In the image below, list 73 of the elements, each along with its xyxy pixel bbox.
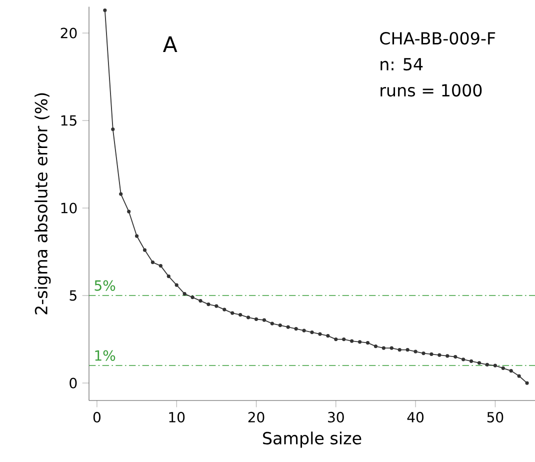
y-tick-label: 5 — [70, 290, 76, 301]
x-tick-label: 10 — [169, 412, 185, 422]
point — [222, 308, 226, 312]
point — [454, 354, 458, 359]
point — [270, 322, 274, 326]
point — [493, 364, 497, 368]
annotation: runs = 1000 — [380, 84, 482, 97]
point — [422, 351, 426, 356]
point — [326, 334, 330, 338]
x-tick-label: 50 — [487, 412, 504, 422]
point — [517, 374, 521, 378]
point — [374, 344, 378, 348]
x-tick-label: 20 — [248, 412, 264, 422]
x-axis-title: Sample size — [263, 432, 362, 448]
point — [414, 350, 418, 354]
y-tick-label: 0 — [70, 378, 77, 388]
point — [485, 362, 490, 366]
point — [334, 337, 338, 342]
point — [462, 358, 466, 362]
point — [318, 332, 322, 336]
point — [230, 311, 234, 315]
point — [150, 260, 155, 264]
point — [166, 274, 170, 278]
ref-line-label: 5% — [94, 280, 116, 291]
y-tick-label: 15 — [61, 115, 76, 126]
point — [286, 325, 290, 329]
point — [294, 326, 298, 331]
annotation: CHA-BB-009-F — [380, 32, 496, 45]
point — [342, 337, 346, 342]
point — [302, 328, 306, 332]
point — [525, 381, 529, 385]
point — [382, 346, 386, 350]
point — [430, 352, 434, 356]
x-tick-label: 40 — [407, 412, 424, 422]
x-tick-label: 0 — [93, 412, 100, 422]
point — [246, 316, 250, 320]
point — [119, 192, 123, 196]
point — [134, 234, 139, 238]
point — [469, 359, 474, 363]
point — [103, 8, 107, 12]
point — [350, 339, 354, 343]
point — [390, 346, 394, 350]
point — [358, 340, 362, 344]
point — [127, 210, 131, 214]
point — [206, 302, 210, 306]
ref-line-label: 1% — [95, 350, 116, 361]
y-axis-title: 2-sigma absolute error (%) — [34, 93, 51, 314]
point — [501, 366, 505, 370]
x-tick-label: 30 — [328, 412, 344, 422]
point — [406, 348, 410, 352]
point — [174, 283, 178, 287]
y-tick-label: 10 — [61, 202, 77, 214]
point — [142, 248, 147, 252]
point — [158, 264, 162, 268]
point — [190, 295, 194, 300]
point — [111, 127, 115, 132]
point — [254, 317, 258, 321]
y-tick-label: 20 — [60, 28, 77, 38]
point — [438, 353, 442, 357]
point — [278, 323, 282, 328]
annotation: A — [162, 36, 178, 52]
point — [366, 340, 370, 345]
point — [198, 298, 202, 303]
point — [446, 354, 450, 358]
point — [398, 348, 402, 352]
point — [310, 330, 314, 334]
point — [182, 292, 186, 296]
point — [262, 318, 266, 322]
point — [477, 361, 482, 365]
point — [509, 368, 513, 373]
point — [238, 312, 242, 317]
point — [214, 304, 218, 308]
annotation: n: 54 — [380, 58, 423, 70]
